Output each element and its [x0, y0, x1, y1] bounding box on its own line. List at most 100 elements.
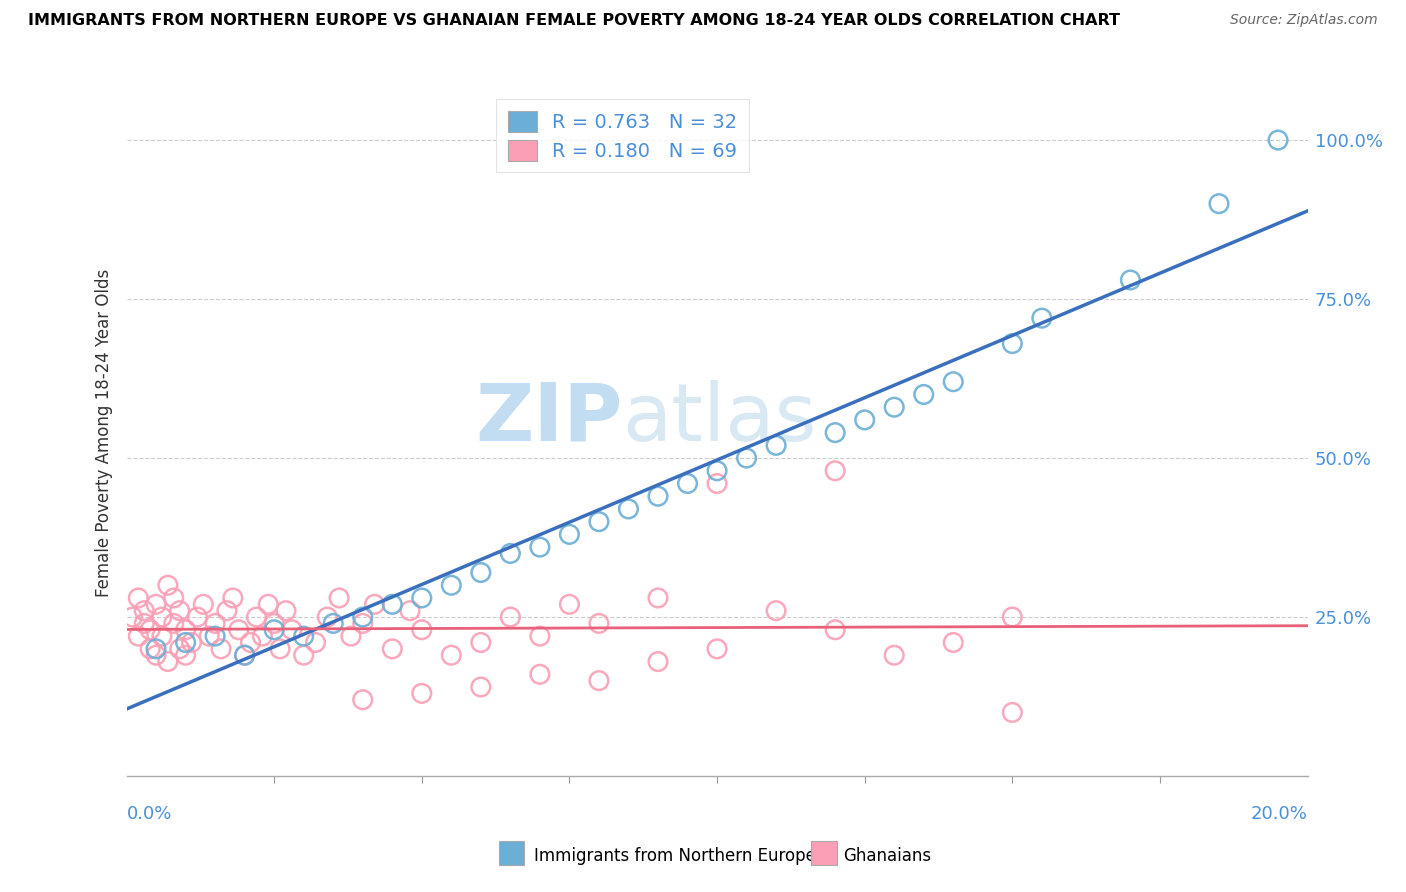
Point: [204, 616, 226, 631]
Point: [1001, 706, 1024, 720]
Point: [281, 623, 304, 637]
Text: ZIP: ZIP: [475, 380, 623, 458]
Point: [163, 591, 186, 605]
Point: [233, 648, 256, 663]
Point: [381, 598, 404, 612]
Point: [558, 598, 581, 612]
Point: [193, 598, 215, 612]
Text: Ghanaians: Ghanaians: [844, 847, 932, 865]
Point: [411, 686, 433, 700]
Point: [139, 641, 162, 656]
Point: [440, 648, 463, 663]
Point: [883, 648, 905, 663]
Point: [169, 604, 191, 618]
Point: [180, 635, 202, 649]
Text: Immigrants from Northern Europe: Immigrants from Northern Europe: [534, 847, 815, 865]
Point: [824, 425, 846, 440]
Point: [352, 692, 374, 706]
Point: [263, 616, 285, 631]
Point: [706, 464, 728, 478]
Point: [470, 635, 492, 649]
Point: [1119, 273, 1142, 287]
Point: [588, 515, 610, 529]
Point: [209, 641, 232, 656]
Point: [853, 413, 876, 427]
Point: [1031, 311, 1053, 326]
Point: [156, 578, 179, 592]
Point: [352, 610, 374, 624]
Text: Source: ZipAtlas.com: Source: ZipAtlas.com: [1230, 13, 1378, 28]
Text: IMMIGRANTS FROM NORTHERN EUROPE VS GHANAIAN FEMALE POVERTY AMONG 18-24 YEAR OLDS: IMMIGRANTS FROM NORTHERN EUROPE VS GHANA…: [28, 13, 1121, 29]
Point: [1267, 133, 1289, 147]
Text: atlas: atlas: [623, 380, 817, 458]
Point: [676, 476, 699, 491]
Point: [169, 641, 191, 656]
Point: [150, 629, 173, 643]
Point: [328, 591, 350, 605]
Point: [274, 604, 297, 618]
Point: [322, 616, 344, 631]
Point: [340, 629, 363, 643]
Point: [411, 591, 433, 605]
Point: [647, 591, 669, 605]
Point: [215, 604, 238, 618]
Point: [399, 604, 422, 618]
Point: [883, 400, 905, 414]
Point: [529, 540, 551, 554]
Point: [127, 591, 149, 605]
Legend: R = 0.763   N = 32, R = 0.180   N = 69: R = 0.763 N = 32, R = 0.180 N = 69: [496, 99, 749, 172]
Text: 20.0%: 20.0%: [1251, 805, 1308, 822]
Point: [134, 616, 156, 631]
Point: [942, 635, 965, 649]
Point: [440, 578, 463, 592]
Point: [292, 648, 315, 663]
Point: [228, 623, 250, 637]
Point: [145, 598, 167, 612]
Point: [381, 641, 404, 656]
Point: [1208, 196, 1230, 211]
Point: [121, 610, 143, 624]
Point: [222, 591, 245, 605]
Point: [245, 610, 267, 624]
Point: [239, 635, 262, 649]
Point: [292, 629, 315, 643]
Point: [588, 616, 610, 631]
Point: [411, 623, 433, 637]
Point: [529, 629, 551, 643]
Point: [735, 451, 758, 466]
Point: [134, 604, 156, 618]
Point: [139, 623, 162, 637]
Point: [204, 629, 226, 643]
Point: [156, 655, 179, 669]
Point: [529, 667, 551, 681]
Point: [252, 629, 274, 643]
Point: [499, 610, 522, 624]
Point: [942, 375, 965, 389]
Point: [824, 464, 846, 478]
Point: [269, 641, 291, 656]
Point: [198, 629, 221, 643]
Point: [706, 476, 728, 491]
Point: [647, 655, 669, 669]
Point: [174, 648, 197, 663]
Point: [233, 648, 256, 663]
Point: [150, 610, 173, 624]
Point: [617, 502, 640, 516]
Point: [824, 623, 846, 637]
Point: [1001, 336, 1024, 351]
Point: [765, 604, 787, 618]
Point: [363, 598, 385, 612]
Point: [706, 641, 728, 656]
Point: [1001, 610, 1024, 624]
Point: [470, 680, 492, 694]
Point: [352, 616, 374, 631]
Text: 0.0%: 0.0%: [127, 805, 172, 822]
Point: [912, 387, 935, 401]
Point: [558, 527, 581, 541]
Point: [127, 629, 149, 643]
Point: [174, 623, 197, 637]
Point: [263, 623, 285, 637]
Point: [647, 489, 669, 503]
Point: [499, 546, 522, 560]
Point: [145, 641, 167, 656]
